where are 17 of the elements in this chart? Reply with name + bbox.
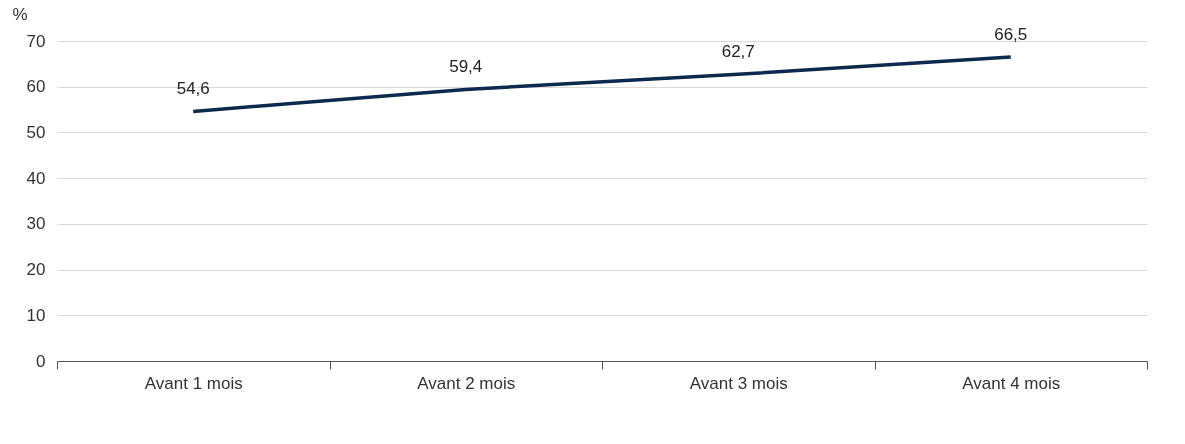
data-label: 62,7 [721,42,755,62]
data-label: 66,5 [994,25,1028,44]
x-tick-label: Avant 2 mois [417,373,516,393]
y-tick-label: 20 [26,260,46,280]
y-tick-label: 0 [36,351,46,371]
y-tick-label: 60 [26,77,46,97]
y-tick-label: 30 [26,214,46,234]
x-tick-label: Avant 3 mois [689,373,788,393]
x-tick-label: Avant 4 mois [962,373,1061,393]
data-label: 54,6 [176,79,210,99]
y-axis-title: % [12,4,28,24]
y-tick-label: 70 [26,31,46,51]
x-tick-label: Avant 1 mois [144,373,243,393]
data-label: 59,4 [449,57,483,77]
y-tick-label: 40 [26,168,46,188]
y-tick-label: 10 [26,305,46,325]
y-tick-label: 50 [26,122,46,142]
